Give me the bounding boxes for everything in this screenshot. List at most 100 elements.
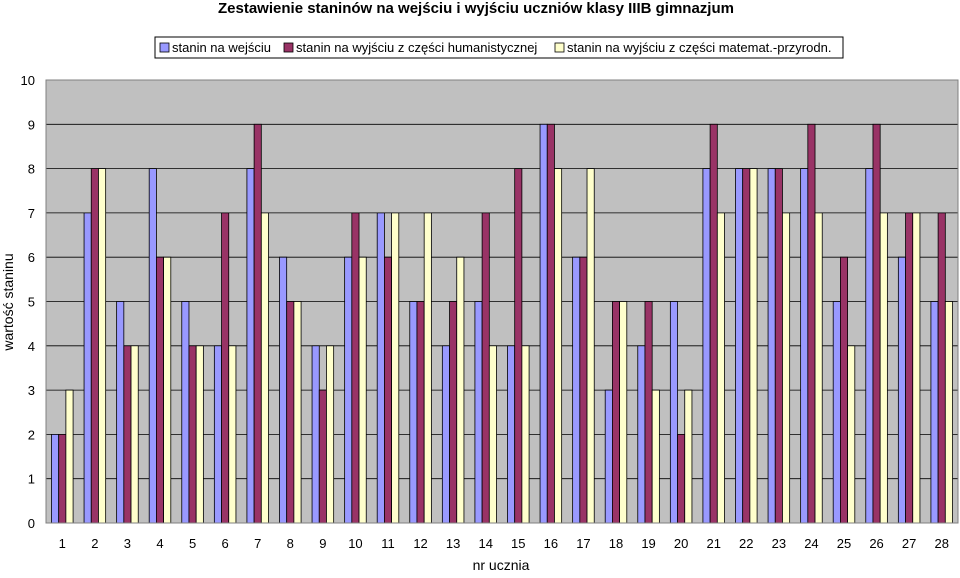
bar — [669, 301, 678, 524]
x-tick-label: 18 — [609, 536, 623, 551]
bar — [872, 123, 881, 524]
x-tick-label: 12 — [413, 536, 427, 551]
y-tick-label: 7 — [28, 206, 35, 221]
bar — [905, 212, 914, 524]
bar — [800, 168, 809, 524]
bar — [416, 301, 425, 524]
bar — [481, 212, 490, 524]
bar — [514, 168, 523, 524]
chart-title: Zestawienie staninów na wejściu i wyjści… — [218, 0, 734, 17]
x-tick-label: 11 — [381, 536, 395, 551]
bar — [930, 301, 939, 524]
bar — [521, 345, 530, 524]
plot-border — [45, 79, 959, 524]
bar — [912, 212, 921, 524]
bar — [409, 301, 418, 524]
x-tick-label: 24 — [804, 536, 818, 551]
bar — [376, 212, 385, 524]
bar — [188, 345, 197, 524]
bar — [51, 433, 60, 524]
bar — [148, 168, 157, 524]
x-tick-label: 25 — [837, 536, 851, 551]
bar — [456, 256, 465, 524]
bar — [774, 168, 783, 524]
bar — [90, 168, 99, 524]
legend-swatch — [554, 42, 565, 53]
bar — [123, 345, 132, 524]
bar — [619, 301, 628, 524]
x-tick-label: 16 — [544, 536, 558, 551]
legend-label: stanin na wyjściu z części humanistyczne… — [296, 40, 537, 55]
legend-label: stanin na wejściu — [172, 40, 271, 55]
bar — [604, 389, 613, 524]
bar — [749, 168, 758, 524]
bar — [65, 389, 74, 524]
bar — [735, 168, 744, 524]
y-tick-label: 3 — [28, 383, 35, 398]
bar — [163, 256, 172, 524]
y-tick-label: 0 — [28, 516, 35, 531]
bar — [716, 212, 725, 524]
bar — [742, 168, 751, 524]
legend-swatch — [283, 42, 294, 53]
bar — [246, 168, 255, 524]
bar — [612, 301, 621, 524]
bar — [814, 212, 823, 524]
x-tick-label: 27 — [902, 536, 916, 551]
bar — [782, 212, 791, 524]
bar — [351, 212, 360, 524]
bar — [474, 301, 483, 524]
x-tick-label: 20 — [674, 536, 688, 551]
bar — [702, 168, 711, 524]
y-tick-label: 5 — [28, 295, 35, 310]
bar — [423, 212, 432, 524]
x-tick-label: 17 — [576, 536, 590, 551]
bar — [539, 123, 548, 524]
bar — [260, 212, 269, 524]
y-tick-label: 8 — [28, 162, 35, 177]
bar — [865, 168, 874, 524]
bar — [586, 168, 595, 524]
bar — [318, 389, 327, 524]
bar — [383, 256, 392, 524]
bar — [116, 301, 125, 524]
bar — [944, 301, 953, 524]
bar — [507, 345, 516, 524]
x-tick-label: 5 — [189, 536, 196, 551]
bar — [228, 345, 237, 524]
x-tick-label: 1 — [59, 536, 66, 551]
legend-box — [154, 36, 844, 59]
bar — [83, 212, 92, 524]
bar — [709, 123, 718, 524]
bar — [554, 168, 563, 524]
bar — [58, 433, 67, 524]
bar — [253, 123, 262, 524]
x-tick-label: 7 — [254, 536, 261, 551]
bar — [546, 123, 555, 524]
y-tick-label: 2 — [28, 427, 35, 442]
y-tick-label: 6 — [28, 250, 35, 265]
x-tick-label: 28 — [934, 536, 948, 551]
x-tick-label: 2 — [91, 536, 98, 551]
bar — [311, 345, 320, 524]
bar — [807, 123, 816, 524]
y-tick-label: 10 — [21, 73, 35, 88]
bar — [897, 256, 906, 524]
x-tick-label: 22 — [739, 536, 753, 551]
bar — [221, 212, 230, 524]
x-tick-label: 6 — [222, 536, 229, 551]
bar — [344, 256, 353, 524]
bar — [767, 168, 776, 524]
x-tick-label: 23 — [772, 536, 786, 551]
x-tick-label: 26 — [869, 536, 883, 551]
bar — [879, 212, 888, 524]
bar — [181, 301, 190, 524]
bar — [937, 212, 946, 524]
bar — [572, 256, 581, 524]
bar — [213, 345, 222, 524]
x-tick-label: 21 — [706, 536, 720, 551]
x-tick-label: 19 — [641, 536, 655, 551]
